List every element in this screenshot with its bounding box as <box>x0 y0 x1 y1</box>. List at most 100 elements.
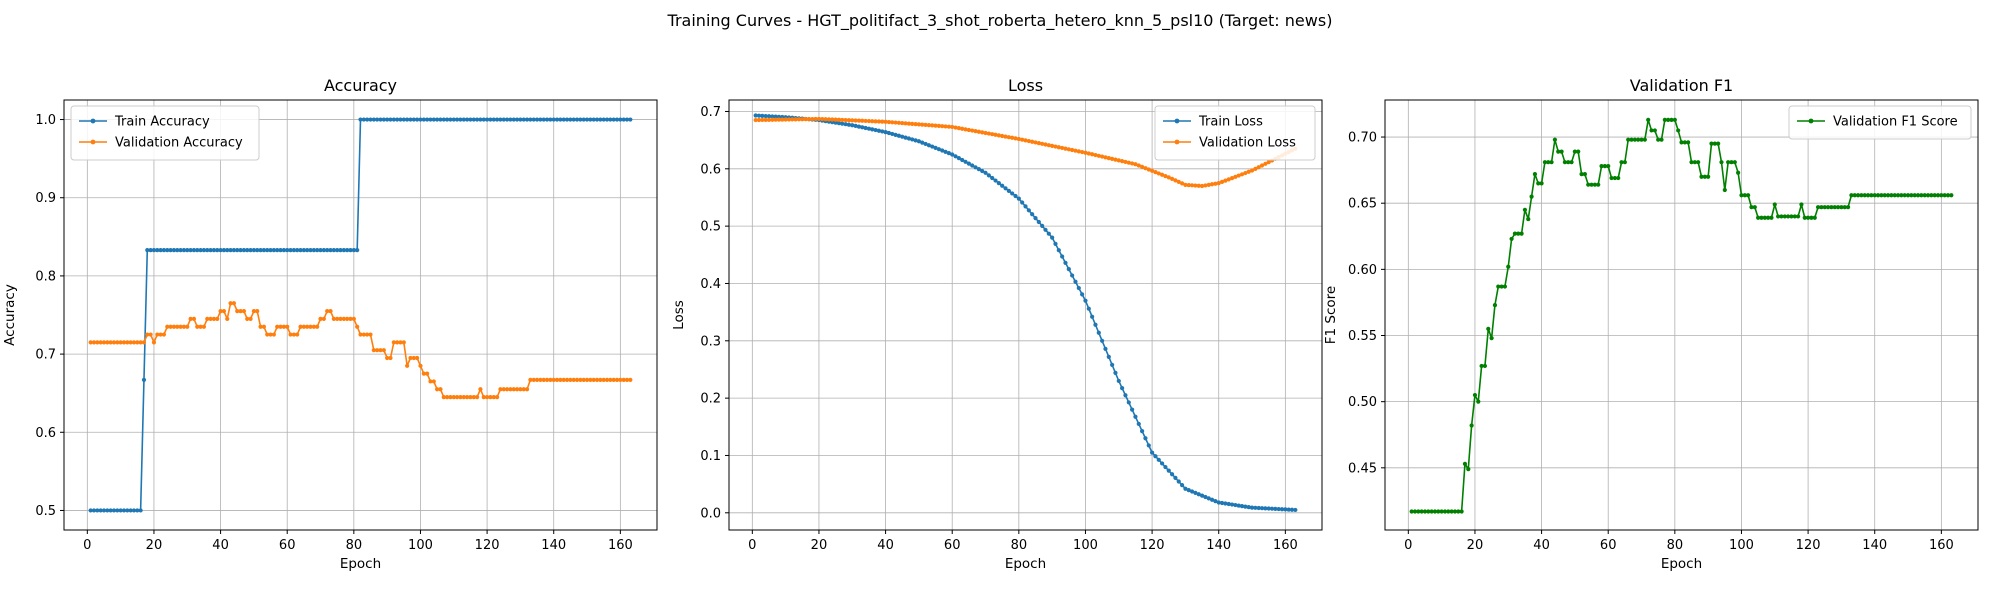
validation-loss-point <box>1166 175 1171 180</box>
validation-accuracy-point <box>604 377 610 382</box>
validation-loss-point <box>1263 161 1268 166</box>
train-accuracy-point <box>228 248 233 253</box>
train-loss-point <box>1116 378 1121 384</box>
validation-accuracy-point <box>458 394 463 400</box>
validation-accuracy-point <box>358 332 363 337</box>
validation-accuracy-point <box>388 355 393 361</box>
validation-f1-point <box>1449 509 1454 514</box>
validation-accuracy-point <box>461 394 466 400</box>
validation-f1-legend-label: Validation F1 Score <box>1833 115 1958 130</box>
validation-accuracy-point <box>511 387 516 392</box>
validation-loss-point <box>766 117 772 122</box>
validation-loss-point <box>793 117 798 122</box>
validation-f1-point <box>1576 149 1581 154</box>
accuracy-xtick-label: 60 <box>279 538 296 553</box>
validation-loss-point <box>1136 163 1141 168</box>
train-accuracy-point <box>331 248 336 253</box>
validation-loss-point <box>783 117 788 122</box>
validation-f1-point <box>1486 326 1491 331</box>
train-accuracy-point <box>248 248 253 253</box>
validation-accuracy-point <box>121 340 127 345</box>
validation-loss-point <box>883 119 888 124</box>
train-loss-point <box>1130 407 1135 412</box>
train-accuracy-point <box>608 117 613 122</box>
validation-loss-point <box>1073 148 1078 153</box>
validation-f1-point <box>1596 182 1601 187</box>
validation-f1-point <box>1629 137 1634 142</box>
train-accuracy-markers <box>88 117 633 513</box>
validation-f1-point <box>1702 174 1707 179</box>
validation-loss-point <box>930 123 935 128</box>
validation-f1-point <box>1806 215 1811 220</box>
validation-f1-point <box>1949 193 1954 198</box>
validation-f1-point <box>1649 128 1654 133</box>
validation-accuracy-point <box>488 394 493 400</box>
accuracy-chart-title: Accuracy <box>324 76 397 95</box>
train-loss-point <box>963 159 968 164</box>
validation-accuracy-point <box>588 377 593 382</box>
validation-loss-point <box>806 117 812 122</box>
validation-accuracy-point <box>345 316 350 322</box>
validation-accuracy-point <box>431 379 436 384</box>
validation-accuracy-point <box>415 355 420 361</box>
validation-f1-point <box>1945 193 1951 198</box>
validation-f1-point <box>1532 171 1538 177</box>
validation-accuracy-point <box>608 377 613 382</box>
train-accuracy-point <box>428 117 433 122</box>
validation-accuracy-point <box>221 308 227 314</box>
train-accuracy-point <box>391 117 396 122</box>
validation-f1-chart: 0 20 40 60 80 100 120 140 160 0.45 0.50 0.55 0.60 0.6… <box>1323 76 1979 572</box>
validation-f1-point <box>1436 509 1441 514</box>
train-accuracy-legend-marker <box>90 118 96 124</box>
validation-accuracy-point <box>438 387 443 392</box>
f1-xtick-label: 0 <box>1404 538 1412 553</box>
validation-loss-point <box>976 129 981 134</box>
train-accuracy-point <box>178 248 183 253</box>
validation-f1-point <box>1559 149 1564 154</box>
validation-loss-point <box>1176 179 1181 184</box>
train-accuracy-point <box>308 248 313 253</box>
accuracy-xtick-label: 160 <box>608 538 633 553</box>
validation-loss-point <box>1183 182 1188 187</box>
accuracy-xtick-label: 20 <box>146 538 163 553</box>
validation-loss-point <box>1116 158 1121 163</box>
train-loss-point <box>1033 216 1038 221</box>
train-loss-point <box>840 121 845 126</box>
train-accuracy-point <box>415 117 420 122</box>
train-accuracy-line <box>90 118 631 512</box>
validation-f1-point <box>1579 171 1584 177</box>
validation-f1-point <box>1732 160 1737 165</box>
train-accuracy-point <box>345 248 350 253</box>
train-accuracy-point <box>88 508 93 513</box>
validation-f1-point <box>1546 160 1551 165</box>
train-loss-point <box>1249 505 1255 510</box>
validation-loss-point <box>1053 144 1058 149</box>
validation-accuracy-point <box>475 394 480 400</box>
validation-accuracy-point <box>155 332 160 337</box>
validation-accuracy-point <box>355 324 360 329</box>
validation-accuracy-point <box>401 340 406 345</box>
loss-xtick-label: 100 <box>1073 538 1098 553</box>
validation-accuracy-point <box>278 324 283 329</box>
train-accuracy-point <box>455 117 460 122</box>
validation-f1-point <box>1729 160 1734 165</box>
train-accuracy-point <box>581 117 586 122</box>
validation-accuracy-point <box>398 340 403 345</box>
train-loss-markers <box>753 113 1298 513</box>
validation-accuracy-point <box>91 340 97 345</box>
validation-f1-point <box>1742 193 1747 198</box>
train-accuracy-point <box>451 117 456 122</box>
validation-f1-point <box>1412 509 1418 514</box>
validation-accuracy-point <box>578 377 583 382</box>
train-loss-point <box>1153 454 1158 459</box>
validation-accuracy-point <box>88 340 93 345</box>
validation-f1-point <box>1802 215 1807 220</box>
validation-loss-point <box>763 117 768 122</box>
validation-loss-point <box>893 120 898 125</box>
train-accuracy-point <box>311 248 316 253</box>
validation-loss-point <box>1156 171 1161 176</box>
validation-accuracy-point <box>405 363 410 368</box>
validation-accuracy-point <box>451 394 456 400</box>
validation-accuracy-point <box>494 394 500 400</box>
validation-accuracy-point <box>508 387 513 392</box>
